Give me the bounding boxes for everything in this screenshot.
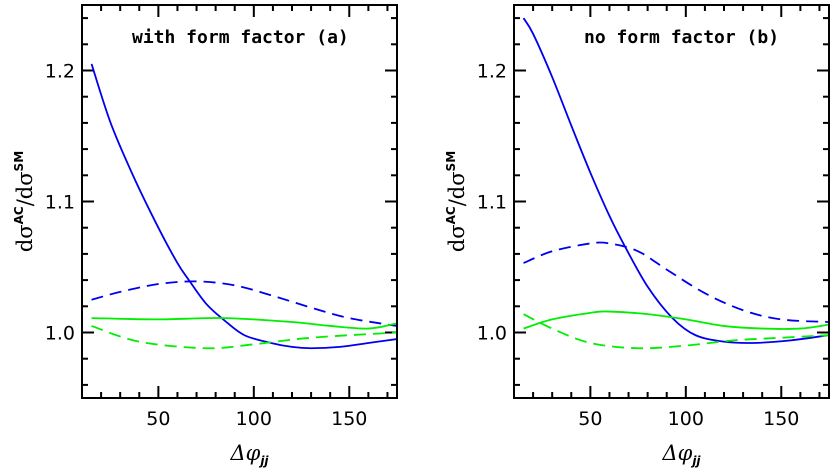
y-label-superscript: SM [444, 151, 458, 172]
panel-title: with form factor (a) [132, 27, 349, 48]
y-label-superscript: AC [444, 206, 458, 224]
x-axis-label-subscript: jj [690, 454, 701, 468]
series-line-green-dashed [523, 313, 829, 350]
panel-title: no form factor (b) [584, 27, 779, 48]
plot-frame [513, 4, 830, 399]
x-tick-label: 100 [668, 408, 704, 430]
x-axis-label: Δφjj [229, 441, 269, 468]
y-label-part: /dσ [445, 171, 469, 206]
y-tick-label: 1.2 [477, 61, 507, 83]
series-line-blue-dashed [91, 280, 397, 327]
series-line-green-dashed [91, 325, 397, 350]
x-axis-label-main: Δφ [229, 441, 260, 465]
x-axis-label-subscript: jj [258, 454, 269, 468]
y-axis-label: dσAC/dσSM [12, 151, 37, 252]
y-tick-label: 1.2 [45, 61, 75, 83]
x-tick-label: 50 [146, 408, 170, 430]
y-label-part: dσ [13, 224, 37, 252]
series-line-blue-dashed [523, 241, 829, 323]
y-axis-label: dσAC/dσSM [444, 151, 469, 252]
plot-frame [81, 4, 398, 399]
y-tick-label: 1.0 [477, 323, 507, 345]
panel-b: 50 100 150 1.0 1.1 1.2 no form factor (b) Δφjj d… [444, 4, 830, 468]
y-label-superscript: SM [12, 151, 26, 172]
y-label-part: dσ [445, 224, 469, 252]
series-line-blue-solid [90, 63, 397, 350]
panel-a: 50 100 150 1.0 1.1 1.2 with form factor (a) Δφj… [12, 4, 398, 468]
series-line-blue-solid [522, 17, 829, 344]
y-label-superscript: AC [12, 206, 26, 224]
x-tick-label: 150 [331, 408, 367, 430]
x-axis-label: Δφjj [661, 441, 701, 468]
series-line-green-solid [91, 317, 397, 330]
x-tick-label: 100 [236, 408, 272, 430]
y-tick-label: 1.0 [45, 323, 75, 345]
y-tick-label: 1.1 [477, 192, 507, 214]
x-tick-label: 50 [578, 408, 602, 430]
x-axis-label-main: Δφ [661, 441, 692, 465]
x-tick-label: 150 [763, 408, 799, 430]
y-tick-label: 1.1 [45, 192, 75, 214]
y-label-part: /dσ [13, 171, 37, 206]
series-line-green-solid [523, 310, 829, 330]
